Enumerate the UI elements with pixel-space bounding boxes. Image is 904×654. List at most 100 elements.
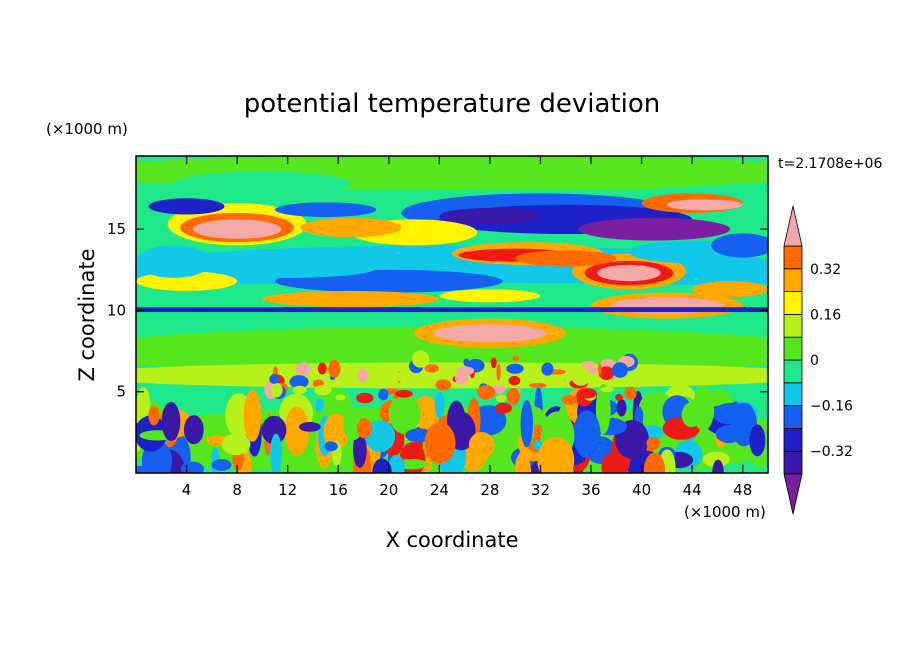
heatmap-cell <box>434 391 445 419</box>
heatmap-cell <box>243 389 262 442</box>
x-tick-label: 20 <box>379 481 398 499</box>
heatmap-cell <box>353 431 367 468</box>
heatmap-cell <box>292 385 307 395</box>
heatmap-cell <box>573 410 601 459</box>
heatmap-cell <box>456 366 475 376</box>
heatmap-cell <box>424 364 440 373</box>
heatmap-cell <box>468 431 495 459</box>
heatmap-cell <box>571 368 591 386</box>
x-tick-label: 4 <box>182 481 192 499</box>
heatmap-cell <box>221 433 251 456</box>
heatmap-cell <box>270 433 282 473</box>
heatmap-band <box>173 171 351 196</box>
heatmap-plot-area <box>136 156 768 473</box>
heatmap-cell <box>313 384 332 396</box>
heatmap-band <box>136 362 768 389</box>
heatmap-cell <box>495 402 513 414</box>
heatmap-cell <box>597 363 602 375</box>
heatmap-feature <box>192 219 282 239</box>
heatmap-cell <box>541 362 554 376</box>
x-tick-label: 28 <box>480 481 499 499</box>
x-tick-label: 16 <box>329 481 348 499</box>
heatmap-cell <box>506 363 524 374</box>
heatmap-cell <box>681 402 702 428</box>
colorbar-swatch <box>783 450 803 475</box>
heatmap-cell <box>324 441 338 452</box>
heatmap-cell <box>490 357 497 369</box>
heatmap-cell <box>491 384 506 394</box>
heatmap-cell <box>644 452 666 473</box>
heatmap-cell <box>395 370 413 383</box>
heatmap-feature <box>148 198 225 215</box>
colorbar-swatch <box>783 291 803 315</box>
heatmap-cell <box>512 355 520 361</box>
heatmap-cell <box>136 386 151 424</box>
colorbar-swatch <box>783 336 803 361</box>
chart-title: potential temperature deviation <box>244 89 660 119</box>
time-label: t=2.1708e+06 <box>778 156 882 172</box>
heatmap-cell <box>395 390 413 398</box>
y-tick-label: 10 <box>107 301 126 319</box>
heatmap-cell <box>356 418 372 439</box>
heatmap-cell <box>581 361 596 368</box>
heatmap-feature <box>300 217 402 238</box>
heatmap-cell <box>328 359 341 378</box>
heatmap-cell <box>261 415 287 445</box>
heatmap-cell <box>323 413 349 451</box>
heatmap-cell <box>749 424 766 457</box>
colorbar: 0.32 0.16 0 −0.16 −0.32 <box>783 205 853 515</box>
heatmap-cell <box>537 436 575 473</box>
x-tick-label: 24 <box>430 481 449 499</box>
heatmap-feature <box>262 290 440 308</box>
heatmap-cell <box>514 451 532 473</box>
heatmap-cell <box>508 375 521 386</box>
heatmap-cell <box>180 461 204 473</box>
heatmap-cell <box>356 392 374 404</box>
colorbar-swatch <box>783 359 803 384</box>
colorbar-label: 0 <box>810 353 819 369</box>
y-tick-label: 15 <box>107 220 126 238</box>
heatmap-cell <box>646 437 661 450</box>
colorbar-swatch <box>783 313 803 338</box>
x-tick-label: 48 <box>733 481 752 499</box>
heatmap-cell <box>270 382 283 398</box>
heatmap-feature <box>597 264 661 282</box>
heatmap-cell <box>712 459 724 473</box>
heatmap-cell <box>357 368 369 383</box>
colorbar-swatch <box>783 245 803 270</box>
heatmap-cell <box>299 421 321 432</box>
heatmap-cell <box>496 363 501 381</box>
x-axis-label: X coordinate <box>385 528 518 552</box>
heatmap-cell <box>269 374 279 384</box>
heatmap-cell <box>372 458 392 473</box>
heatmap-cell <box>600 386 614 393</box>
heatmap-cell <box>576 388 597 399</box>
heatmap-cell <box>612 362 629 378</box>
heatmap-feature <box>275 202 377 217</box>
heatmap-cell <box>598 366 615 381</box>
heatmap-cell <box>435 379 452 391</box>
heatmap-cell <box>520 400 534 448</box>
colorbar-swatch <box>783 427 803 452</box>
heatmap-cell <box>715 424 743 444</box>
heatmap-feature <box>578 217 731 241</box>
x-tick-label: 32 <box>531 481 550 499</box>
y-tick-label: 5 <box>116 383 126 401</box>
x-tick-label: 12 <box>278 481 297 499</box>
colorbar-max-triangle <box>783 205 803 247</box>
heatmap-cell <box>317 362 327 375</box>
heatmap-field <box>136 156 768 473</box>
heatmap-feature <box>711 233 768 258</box>
colorbar-label: 0.16 <box>810 307 841 323</box>
heatmap-band <box>136 307 768 313</box>
heatmap-cell <box>315 398 325 413</box>
heatmap-cell <box>601 453 618 473</box>
colorbar-min-triangle <box>783 473 803 515</box>
x-tick-label: 8 <box>232 481 242 499</box>
heatmap-cell <box>624 386 637 400</box>
heatmap-feature <box>433 324 547 343</box>
heatmap-cell <box>378 388 389 401</box>
heatmap-cell <box>183 415 204 445</box>
heatmap-band <box>452 164 731 191</box>
